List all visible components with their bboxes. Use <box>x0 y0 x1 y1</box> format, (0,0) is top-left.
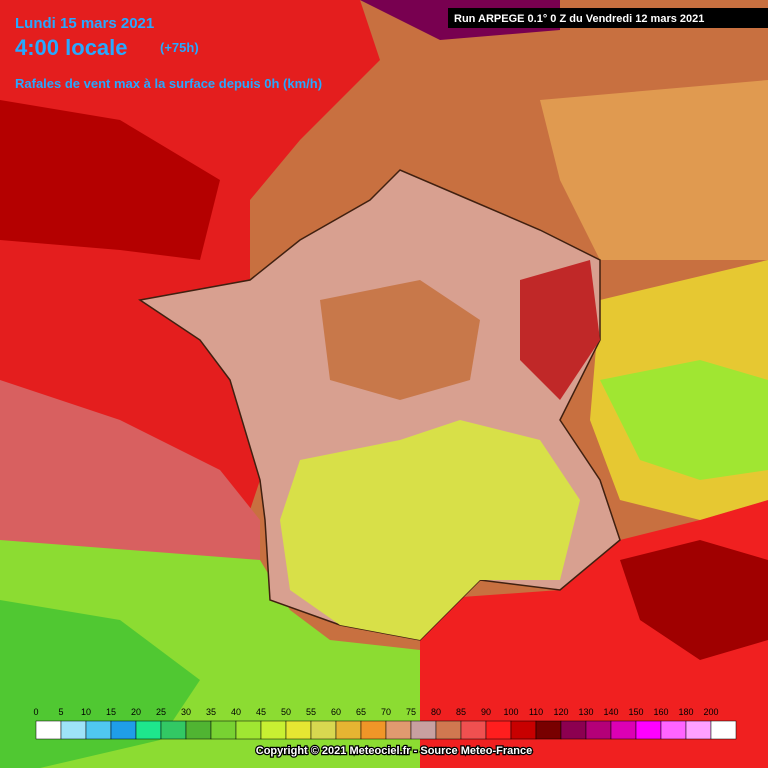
legend-tick-label: 160 <box>653 707 668 717</box>
legend-swatch <box>660 720 687 740</box>
vosges-area <box>520 260 600 400</box>
legend-tick-label: 20 <box>131 707 141 717</box>
legend-swatch <box>210 720 237 740</box>
legend: 0 5 10 15 20 25 30 35 40 45 50 55 60 65 70 75 80 85 90 100 1… <box>33 707 737 740</box>
legend-tick-label: 110 <box>529 707 543 717</box>
legend-tick-label: 180 <box>678 707 693 717</box>
legend-tick-label: 50 <box>281 707 291 717</box>
legend-tick-label: 150 <box>628 707 643 717</box>
legend-swatch <box>610 720 637 740</box>
legend-swatch <box>35 720 62 740</box>
legend-tick-label: 65 <box>356 707 366 717</box>
legend-swatch <box>160 720 187 740</box>
legend-tick-label: 70 <box>381 707 391 717</box>
legend-swatch <box>485 720 512 740</box>
ocean-strong-wind <box>0 100 220 260</box>
legend-tick-label: 90 <box>481 707 491 717</box>
legend-tick-label: 140 <box>603 707 618 717</box>
legend-swatch <box>310 720 337 740</box>
legend-swatch <box>285 720 312 740</box>
legend-tick-label: 10 <box>81 707 91 717</box>
legend-tick-label: 60 <box>331 707 341 717</box>
south-france-area <box>280 420 580 640</box>
date: Lundi 15 mars 2021 <box>15 15 154 32</box>
legend-tick-label: 25 <box>156 707 166 717</box>
legend-swatch <box>185 720 212 740</box>
run-box <box>448 8 768 28</box>
lead-time: (+75h) <box>160 40 199 55</box>
time: 4:00 locale <box>15 35 128 60</box>
germany-area <box>540 80 768 260</box>
legend-tick-label: 100 <box>503 707 518 717</box>
legend-tick-label: 0 <box>33 707 38 717</box>
legend-swatch <box>460 720 487 740</box>
legend-swatch <box>685 720 712 740</box>
legend-tick-label: 35 <box>206 707 216 717</box>
legend-swatch <box>360 720 387 740</box>
legend-tick-label: 45 <box>256 707 266 717</box>
run-info: Run ARPEGE 0.1° 0 Z du Vendredi 12 mars … <box>454 13 704 25</box>
legend-swatch <box>435 720 462 740</box>
bay-area <box>0 380 260 560</box>
alps-green <box>600 360 768 480</box>
parameter: Rafales de vent max à la surface depuis … <box>15 76 322 91</box>
legend-swatch <box>710 720 737 740</box>
legend-swatch <box>60 720 87 740</box>
legend-tick-label: 85 <box>456 707 466 717</box>
legend-tick-label: 80 <box>431 707 441 717</box>
legend-tick-label: 75 <box>406 707 416 717</box>
corsica-area <box>620 540 768 660</box>
legend-swatch <box>235 720 262 740</box>
legend-swatch <box>635 720 662 740</box>
legend-tick-label: 200 <box>703 707 718 717</box>
legend-swatch <box>510 720 537 740</box>
legend-tick-label: 120 <box>553 707 568 717</box>
legend-tick-label: 5 <box>58 707 63 717</box>
copyright: Copyright © 2021 Meteociel.fr - Source M… <box>256 745 532 757</box>
legend-swatch <box>85 720 112 740</box>
legend-tick-label: 55 <box>306 707 316 717</box>
legend-swatch <box>385 720 412 740</box>
legend-swatch <box>110 720 137 740</box>
legend-tick-label: 130 <box>578 707 593 717</box>
legend-tick-label: 40 <box>231 707 241 717</box>
legend-swatch <box>410 720 437 740</box>
legend-swatch <box>135 720 162 740</box>
legend-tick-label: 15 <box>106 707 116 717</box>
legend-tick-label: 30 <box>181 707 191 717</box>
legend-swatch <box>585 720 612 740</box>
legend-swatch <box>260 720 287 740</box>
legend-swatch <box>560 720 587 740</box>
legend-swatch <box>535 720 562 740</box>
central-france-area <box>320 280 480 400</box>
legend-swatch <box>335 720 362 740</box>
